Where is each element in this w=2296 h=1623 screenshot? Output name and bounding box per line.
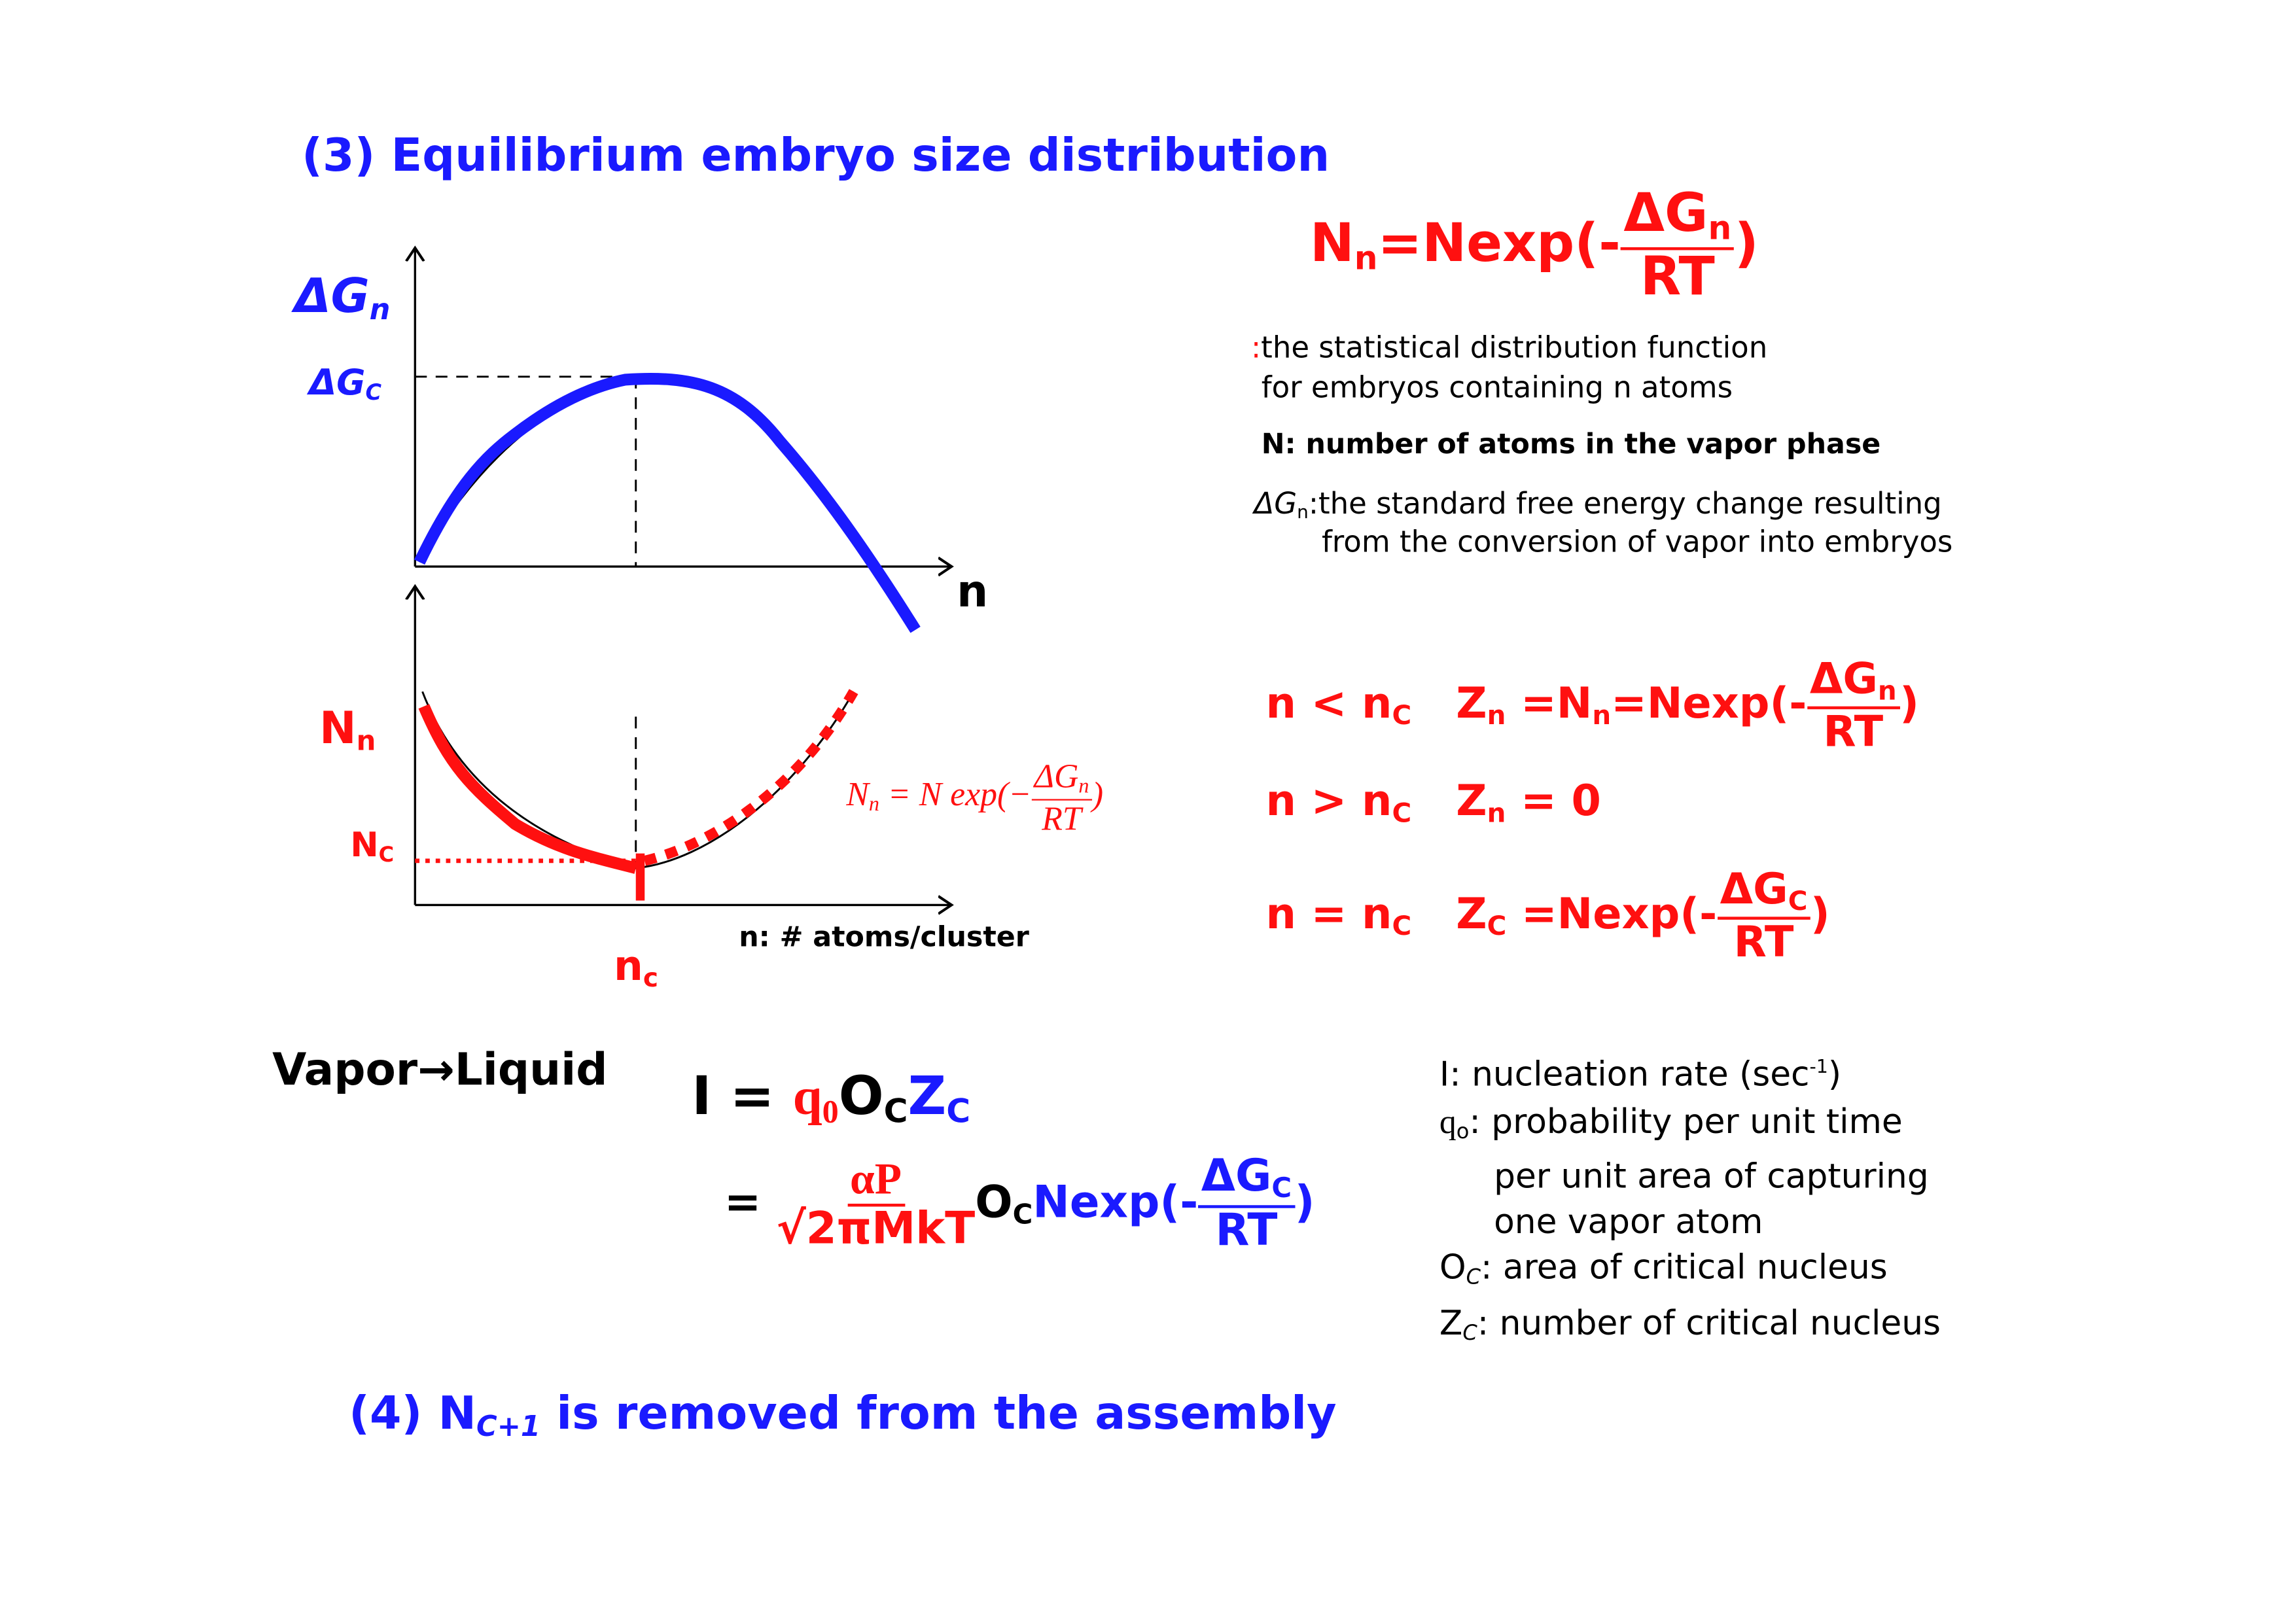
graph-formula: Nn = N exp(− ΔGn RT) (846, 758, 1104, 837)
note-dg-definition-2: from the conversion of vapor into embryo… (1321, 523, 1953, 559)
definition-zc: ZC: number of critical nucleus (1439, 1304, 1941, 1346)
vapor-liquid-label: Vapor→Liquid (272, 1045, 608, 1096)
slide-title: (3) Equilibrium embryo size distribution (302, 129, 1330, 183)
note-distribution-1: :the statistical distribution function (1250, 329, 1768, 365)
footer-heading: (4) NC+1 is removed from the assembly (349, 1387, 1337, 1444)
rate-equation: I = q0OCZC (692, 1066, 971, 1131)
definition-nucleation-rate: I: nucleation rate (sec-1) (1439, 1055, 1842, 1094)
nc-tick-label: nc (613, 941, 659, 994)
note-distribution-2: for embryos containing n atoms (1261, 369, 1733, 405)
definition-q0: qo: probability per unit time (1439, 1103, 1903, 1144)
case-less: n < nC Zn =Nn=Nexp(- ΔGn RT) (1265, 653, 1920, 758)
case-equal: n = nC ZC =Nexp(- ΔGC RT) (1265, 864, 1830, 968)
dg-thin-curve (418, 379, 633, 563)
top-y-label: ΔGn (294, 268, 391, 327)
bottom-y-label: Nn (319, 703, 376, 758)
definitions-list: I: nucleation rate (sec-1) qo: probabili… (1439, 1043, 1941, 1357)
top-x-label: n (957, 567, 989, 618)
nc-label: NC (350, 827, 395, 868)
definition-q0-cont-2: one vapor atom (1494, 1204, 1763, 1242)
definition-oc: OC: area of critical nucleus (1439, 1249, 1888, 1291)
note-n-definition: N: number of atoms in the vapor phase (1261, 428, 1881, 461)
note-dg-definition-1: ΔGn:the standard free energy change resu… (1254, 485, 1942, 523)
definition-q0-cont-1: per unit area of capturing (1494, 1158, 1929, 1197)
distribution-equation: Nn=Nexp(- ΔGn RT) (1309, 184, 1759, 307)
dg-curve (414, 372, 921, 633)
rate-equation-expanded: = αP √2πMkT OCNexp(- ΔGC RT) (724, 1151, 1315, 1257)
nn-solid-curve (418, 704, 637, 874)
nn-dotted-curve (643, 689, 858, 866)
case-greater: n > nC Zn = 0 (1265, 775, 1601, 829)
nn-thin-curve (421, 691, 855, 869)
bottom-x-label: n: # atoms/cluster (739, 921, 1029, 954)
dgc-label: ΔGC (309, 362, 382, 406)
